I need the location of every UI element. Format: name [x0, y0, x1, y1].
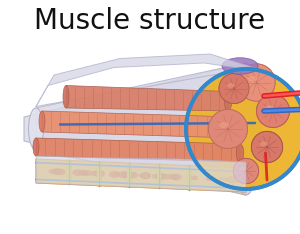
- Ellipse shape: [112, 172, 120, 177]
- Circle shape: [208, 110, 247, 149]
- Text: Muscle structure: Muscle structure: [34, 7, 266, 36]
- Ellipse shape: [231, 63, 261, 195]
- Ellipse shape: [169, 175, 176, 179]
- Ellipse shape: [227, 83, 235, 88]
- Circle shape: [256, 95, 290, 128]
- Polygon shape: [42, 111, 234, 138]
- Ellipse shape: [231, 177, 240, 182]
- Ellipse shape: [171, 174, 182, 180]
- Bar: [127, 163, 131, 187]
- Circle shape: [251, 132, 283, 163]
- Circle shape: [233, 158, 259, 184]
- Ellipse shape: [260, 142, 268, 146]
- Ellipse shape: [118, 172, 129, 178]
- Polygon shape: [36, 159, 246, 192]
- Ellipse shape: [124, 172, 134, 178]
- Ellipse shape: [139, 174, 144, 177]
- Ellipse shape: [224, 91, 232, 111]
- Ellipse shape: [128, 172, 138, 178]
- Ellipse shape: [155, 173, 167, 180]
- Ellipse shape: [128, 173, 135, 177]
- Ellipse shape: [33, 138, 39, 156]
- Ellipse shape: [49, 169, 56, 173]
- Ellipse shape: [79, 170, 87, 175]
- Ellipse shape: [93, 170, 105, 177]
- Ellipse shape: [224, 178, 229, 181]
- Ellipse shape: [266, 105, 274, 110]
- Ellipse shape: [248, 76, 257, 82]
- Ellipse shape: [156, 175, 163, 178]
- Ellipse shape: [236, 144, 244, 162]
- Ellipse shape: [28, 108, 44, 150]
- Ellipse shape: [219, 178, 225, 181]
- Ellipse shape: [152, 174, 159, 178]
- Polygon shape: [24, 63, 246, 195]
- Ellipse shape: [80, 171, 88, 175]
- Ellipse shape: [227, 176, 239, 183]
- Ellipse shape: [219, 122, 229, 128]
- Ellipse shape: [52, 169, 62, 175]
- Bar: [157, 164, 161, 188]
- Polygon shape: [36, 54, 258, 106]
- Ellipse shape: [73, 170, 83, 176]
- Bar: [187, 166, 191, 190]
- Ellipse shape: [226, 177, 236, 183]
- Ellipse shape: [83, 171, 92, 176]
- Ellipse shape: [191, 176, 198, 180]
- Ellipse shape: [56, 169, 65, 175]
- Ellipse shape: [91, 171, 99, 176]
- Ellipse shape: [122, 173, 127, 176]
- Ellipse shape: [222, 58, 258, 74]
- Polygon shape: [36, 156, 246, 192]
- Circle shape: [251, 132, 283, 163]
- Circle shape: [188, 70, 300, 187]
- Ellipse shape: [109, 171, 120, 177]
- Circle shape: [188, 71, 300, 187]
- Polygon shape: [36, 138, 240, 162]
- Ellipse shape: [170, 175, 178, 179]
- Ellipse shape: [122, 172, 130, 177]
- Bar: [67, 161, 71, 184]
- Circle shape: [238, 64, 275, 101]
- Ellipse shape: [115, 173, 120, 176]
- Ellipse shape: [240, 167, 247, 170]
- Circle shape: [238, 64, 275, 101]
- Circle shape: [233, 158, 259, 184]
- Ellipse shape: [230, 117, 238, 138]
- Circle shape: [219, 73, 249, 103]
- Ellipse shape: [164, 174, 172, 179]
- Ellipse shape: [141, 173, 151, 179]
- Bar: [97, 162, 101, 186]
- Ellipse shape: [206, 176, 214, 181]
- Ellipse shape: [63, 85, 69, 108]
- Polygon shape: [36, 63, 246, 195]
- Ellipse shape: [39, 111, 45, 132]
- Circle shape: [219, 73, 249, 103]
- Polygon shape: [66, 85, 228, 111]
- Circle shape: [256, 95, 290, 128]
- Ellipse shape: [141, 173, 151, 179]
- Circle shape: [208, 110, 247, 149]
